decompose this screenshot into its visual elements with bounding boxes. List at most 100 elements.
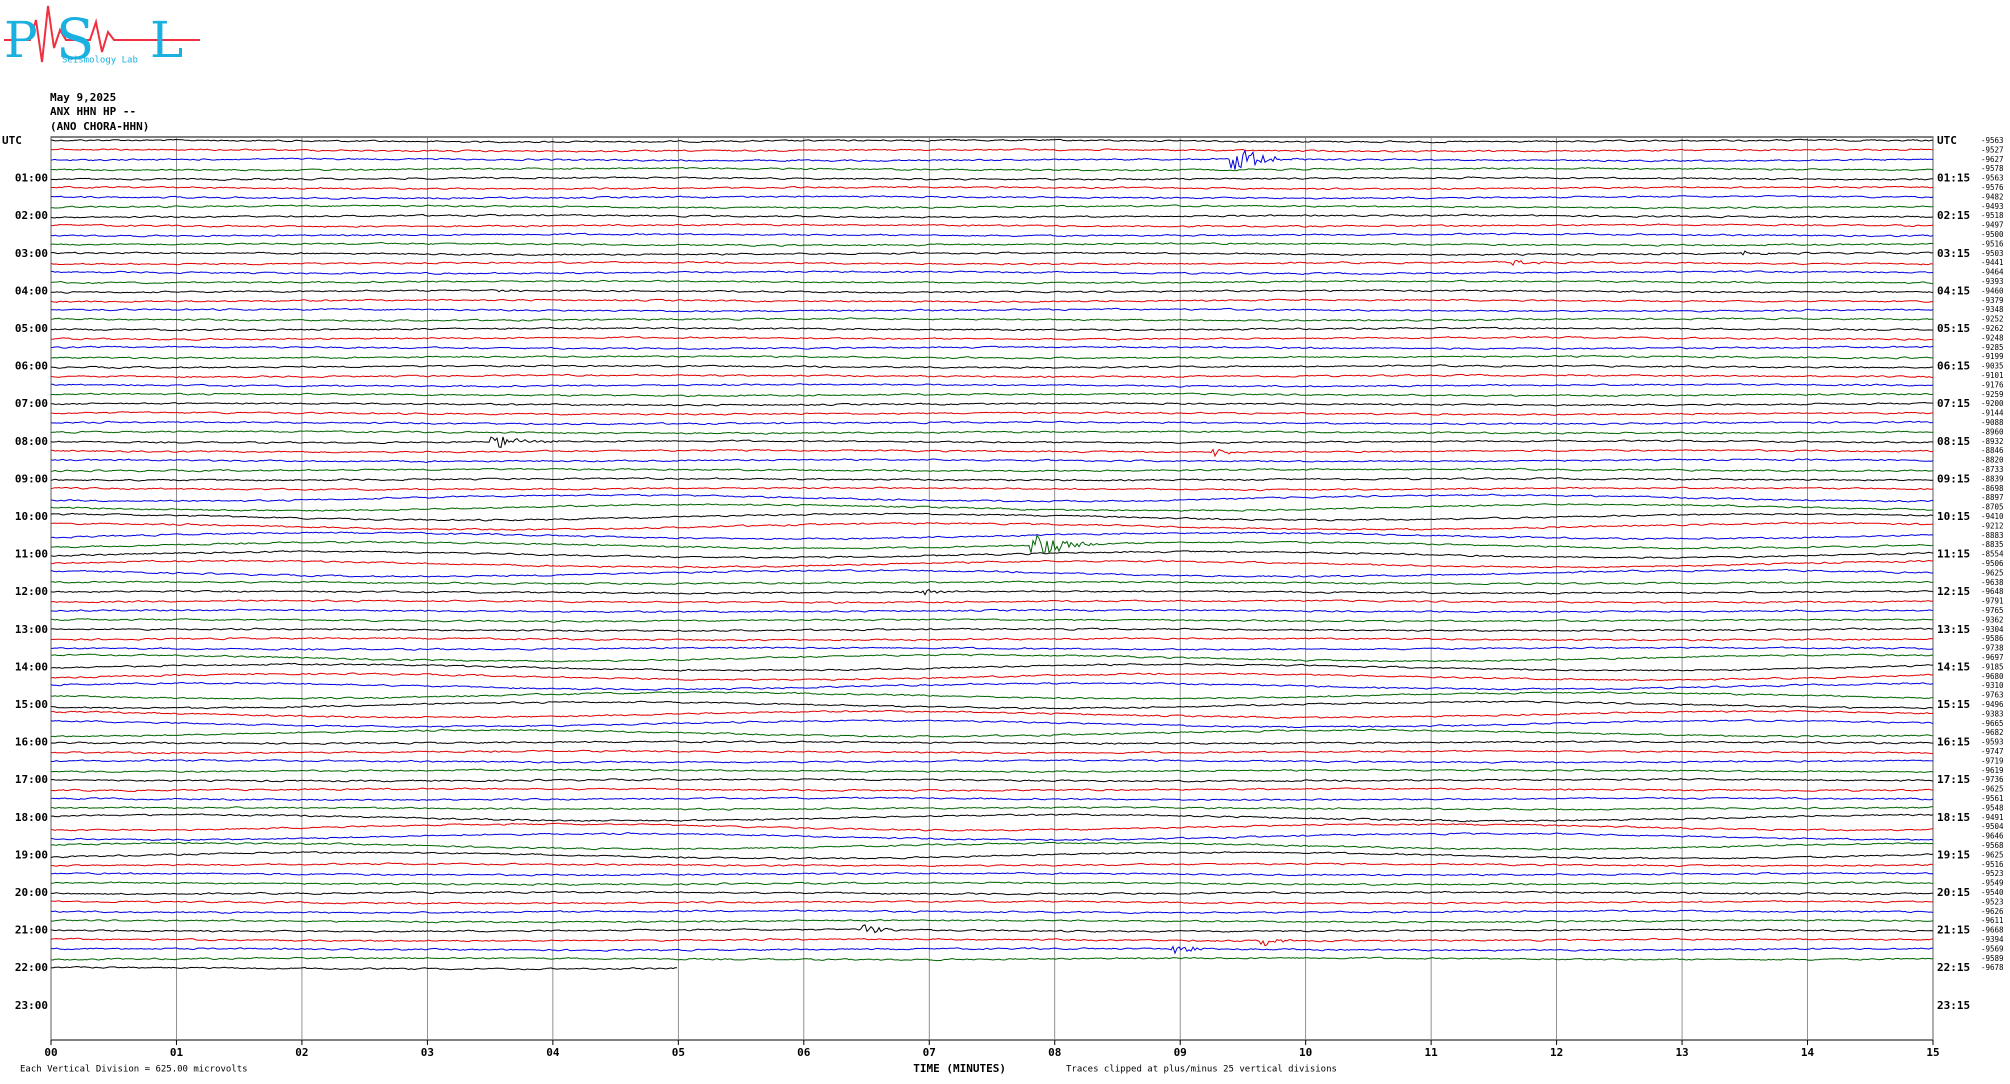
traces [50, 138, 1934, 971]
trace-offset: -9589 [1981, 954, 2004, 963]
trace [50, 259, 1934, 266]
trace [50, 550, 1934, 559]
right-hour-label: 01:15 [1937, 172, 1970, 185]
trace-offset: -9625 [1981, 785, 2004, 794]
left-hour-label: 03:00 [15, 247, 48, 260]
trace [50, 241, 1934, 247]
x-axis-title: TIME (MINUTES) [913, 1062, 1006, 1075]
trace-offset: -9569 [1981, 944, 2004, 953]
left-hour-label: 11:00 [15, 548, 48, 561]
trace [50, 531, 1934, 541]
right-hour-label: 18:15 [1937, 811, 1970, 824]
trace [51, 204, 1934, 210]
trace [50, 411, 1934, 416]
trace-offset: -9144 [1981, 409, 2004, 418]
trace-offset: -9646 [1981, 832, 2004, 841]
clip-note: Traces clipped at plus/minus 25 vertical… [1066, 1065, 1337, 1075]
trace-offset: -9523 [1981, 869, 2004, 878]
trace-offset: -9259 [1981, 390, 2004, 399]
trace-offset: -9791 [1981, 597, 2004, 606]
x-tick-label: 11 [1425, 1046, 1439, 1059]
right-hour-label: 19:15 [1937, 848, 1970, 861]
trace-offset: -9763 [1981, 691, 2004, 700]
trace-offset: -9563 [1981, 174, 2004, 183]
trace [50, 477, 1934, 482]
trace-offset: -9549 [1981, 879, 2004, 888]
trace-offset: -8897 [1981, 493, 2004, 502]
trace [50, 430, 1934, 435]
trace-offset: -9625 [1981, 850, 2004, 859]
trace [50, 890, 1934, 896]
trace-offset: -9578 [1981, 164, 2004, 173]
trace-offset: -8932 [1981, 437, 2004, 446]
trace-offset: -9362 [1981, 615, 2004, 624]
left-hour-label: 18:00 [15, 811, 48, 824]
left-hour-label: 08:00 [15, 435, 48, 448]
left-hour-label: 19:00 [15, 848, 48, 861]
trace [50, 681, 1934, 691]
x-tick-label: 05 [672, 1046, 685, 1059]
trace-offset: -9626 [1981, 907, 2004, 916]
trace-offset: -8839 [1981, 474, 2004, 483]
trace-offset: -9619 [1981, 766, 2004, 775]
left-hour-label: 21:00 [15, 924, 48, 937]
trace-offset: -9518 [1981, 211, 2004, 220]
trace-offset: -9540 [1981, 888, 2004, 897]
trace [50, 709, 1934, 719]
trace-offset: -9516 [1981, 860, 2004, 869]
trace [50, 627, 1934, 633]
trace [50, 653, 1934, 663]
left-hour-label: 09:00 [15, 472, 48, 485]
right-hour-label: 03:15 [1937, 247, 1970, 260]
trace [50, 223, 1934, 228]
trace-offset: -9497 [1981, 221, 2004, 230]
x-tick-label: 08 [1048, 1046, 1061, 1059]
left-hour-label: 10:00 [15, 510, 48, 523]
left-hour-label: 12:00 [15, 585, 48, 598]
left-hour-label: 17:00 [15, 773, 48, 786]
station: (ANO CHORA-HHN) [50, 120, 149, 133]
trace-offset: -9627 [1981, 155, 2004, 164]
trace-offset: -9379 [1981, 296, 2004, 305]
x-tick-label: 02 [295, 1046, 308, 1059]
trace [50, 599, 1934, 604]
trace [50, 373, 1934, 379]
right-hour-label: 13:15 [1937, 623, 1970, 636]
trace [51, 899, 1934, 905]
right-hour-label: 14:15 [1937, 660, 1970, 673]
trace-offset: -9035 [1981, 362, 2004, 371]
trace-offset: -9460 [1981, 286, 2004, 295]
trace [50, 937, 1934, 947]
left-hour-label: 20:00 [15, 886, 48, 899]
trace [50, 945, 1934, 955]
trace-offset: -9285 [1981, 343, 2004, 352]
right-hour-label: 10:15 [1937, 510, 1970, 523]
trace [50, 832, 1934, 842]
trace [50, 392, 1934, 398]
trace-offset: -9262 [1981, 324, 2004, 333]
trace [50, 279, 1934, 285]
trace-offset: -9648 [1981, 587, 2004, 596]
logo: P S L Seismology Lab [4, 5, 200, 73]
trace-offset: -9393 [1981, 277, 2004, 286]
trace [50, 467, 1933, 473]
trace-offset: -9638 [1981, 578, 2004, 587]
trace-offset: -9625 [1981, 568, 2004, 577]
right-hour-label: 02:15 [1937, 209, 1970, 222]
x-tick-label: 12 [1550, 1046, 1563, 1059]
trace-offset: -9176 [1981, 380, 2004, 389]
trace [50, 749, 1934, 755]
right-hour-label: 05:15 [1937, 322, 1970, 335]
trace [50, 503, 1934, 512]
left-hour-label: UTC [2, 134, 22, 147]
trace-offset: -9482 [1981, 192, 2004, 201]
trace-offset: -9738 [1981, 644, 2004, 653]
trace [50, 637, 1934, 642]
trace-offset: -9493 [1981, 202, 2004, 211]
x-tick-label: 14 [1801, 1046, 1815, 1059]
logo-wave [4, 5, 200, 63]
trace-offset: -9310 [1981, 681, 2004, 690]
right-hour-label: 20:15 [1937, 886, 1970, 899]
trace [50, 448, 1933, 458]
